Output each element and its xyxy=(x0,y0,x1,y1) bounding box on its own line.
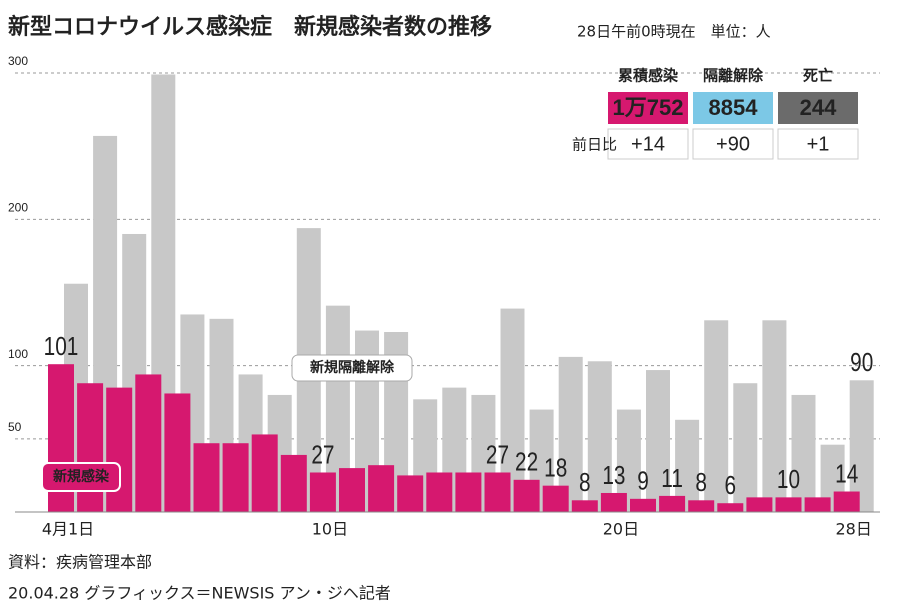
chart-subtitle: 28日午前0時現在 単位：人 xyxy=(577,23,771,41)
legend-label: 新規感染 xyxy=(53,468,110,485)
summary-diff-label: 前日比 xyxy=(572,136,617,154)
bar xyxy=(251,434,278,512)
bar xyxy=(646,370,670,512)
chart-title: 新型コロナウイルス感染症 新規感染者数の推移 xyxy=(8,14,492,40)
bar xyxy=(368,465,395,512)
y-tick-label: 50 xyxy=(8,420,22,434)
value-label: 27 xyxy=(311,440,334,469)
value-label: 14 xyxy=(835,459,858,488)
credit: 20.04.28 グラフィックス＝NEWSIS アン・ジヘ記者 xyxy=(8,584,391,603)
bar xyxy=(77,383,104,512)
bar xyxy=(630,498,656,512)
summary-diff: +1 xyxy=(807,133,830,155)
summary-total: 8854 xyxy=(709,95,759,120)
bar xyxy=(833,491,860,512)
source: 資料：疾病管理本部 xyxy=(8,553,152,572)
bar xyxy=(746,497,773,512)
summary-header: 死亡 xyxy=(803,67,833,85)
x-tick-label: 28日 xyxy=(836,520,872,539)
bar xyxy=(717,503,744,512)
x-tick-label: 10日 xyxy=(312,520,348,539)
bar xyxy=(542,485,569,512)
value-label: 8 xyxy=(695,468,707,497)
bar xyxy=(659,495,686,512)
summary-total: 1万752 xyxy=(613,95,684,120)
value-label: 22 xyxy=(515,447,538,476)
bar xyxy=(600,492,627,512)
bar xyxy=(849,380,874,512)
bar xyxy=(587,361,612,512)
summary-box xyxy=(777,128,859,160)
summary-box xyxy=(692,128,774,160)
bar xyxy=(193,443,220,512)
bar xyxy=(455,472,482,512)
value-label: 11 xyxy=(661,464,683,493)
bar xyxy=(571,500,598,512)
bar xyxy=(704,320,729,512)
bar xyxy=(135,374,162,512)
value-label: 13 xyxy=(602,461,625,490)
summary-total: 244 xyxy=(800,95,837,120)
bar xyxy=(804,497,831,512)
legend-box xyxy=(41,462,121,492)
value-label: 27 xyxy=(486,440,509,469)
summary-box xyxy=(693,92,773,124)
bar xyxy=(397,475,424,512)
y-tick-label: 100 xyxy=(8,347,28,361)
summary-header: 累積感染 xyxy=(618,67,679,85)
y-tick-label: 300 xyxy=(8,54,28,68)
bar xyxy=(309,472,336,512)
x-tick-label: 20日 xyxy=(603,520,639,539)
value-label: 10 xyxy=(777,465,800,494)
bar xyxy=(339,468,365,512)
bar xyxy=(762,320,787,512)
value-label: 6 xyxy=(725,471,737,500)
legend-label: 新規隔離解除 xyxy=(310,359,395,376)
bar xyxy=(106,387,133,512)
bar xyxy=(222,443,249,512)
bar xyxy=(791,394,816,512)
bar xyxy=(733,383,758,512)
summary-box xyxy=(607,128,689,160)
value-label: 90 xyxy=(850,348,873,377)
y-tick-label: 200 xyxy=(8,201,28,215)
x-tick-label: 4月1日 xyxy=(42,520,94,539)
bar xyxy=(513,479,540,512)
summary-diff: +90 xyxy=(716,133,750,155)
summary-box xyxy=(778,92,858,124)
value-label: 9 xyxy=(637,467,649,496)
value-label: 8 xyxy=(579,468,591,497)
legend-box xyxy=(291,354,413,382)
value-label: 101 xyxy=(44,332,79,361)
bar xyxy=(484,472,511,512)
bar xyxy=(775,497,802,512)
summary-header: 隔離解除 xyxy=(703,67,764,85)
bar xyxy=(280,454,307,512)
summary-box xyxy=(608,92,688,124)
bar xyxy=(164,393,191,512)
summary-diff: +14 xyxy=(631,133,665,155)
bar xyxy=(426,472,453,512)
value-label: 18 xyxy=(544,453,567,482)
bar xyxy=(688,500,715,512)
